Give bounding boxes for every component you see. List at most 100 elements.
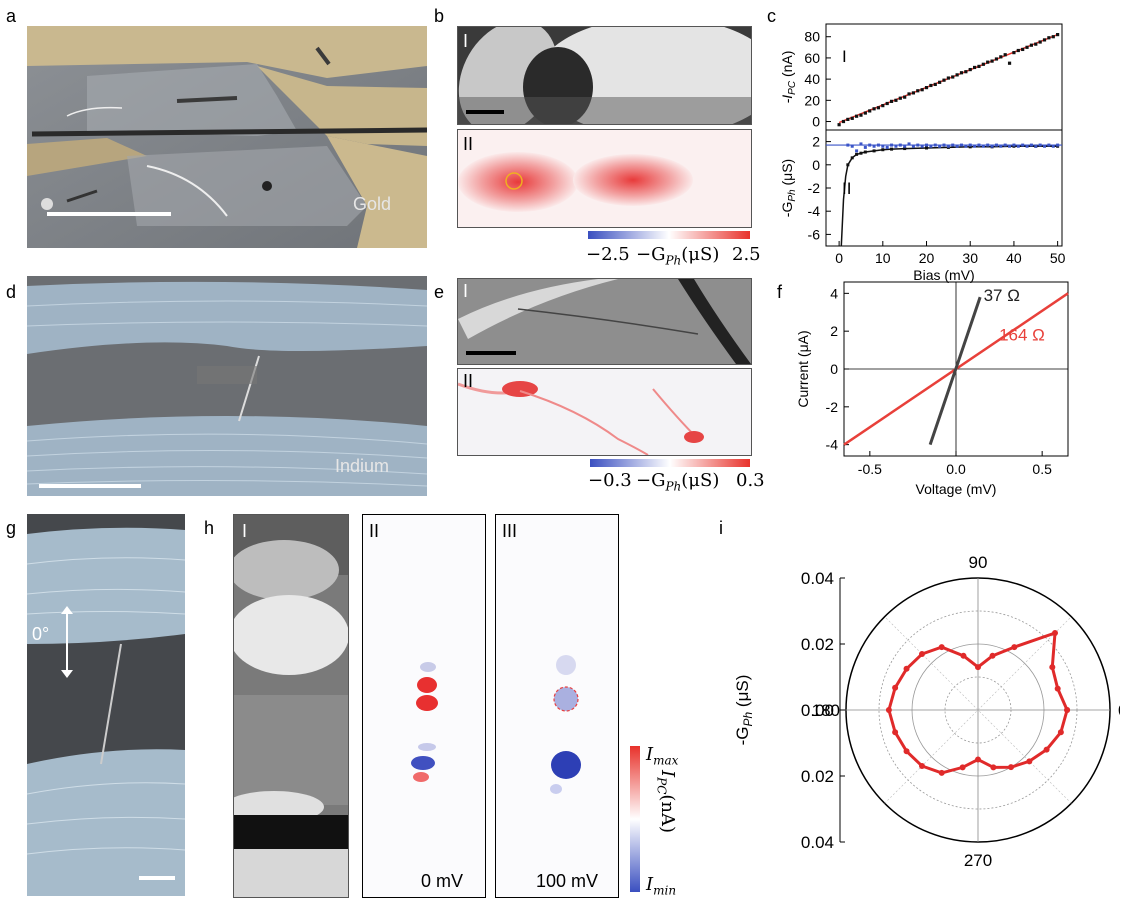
data-point-blue [898,143,902,147]
data-point [1051,35,1055,39]
polar-data-point [1057,729,1064,736]
data-point [999,55,1003,59]
data-point [1047,36,1051,40]
polar-data-point [938,644,945,651]
data-point-black [846,163,850,167]
data-point-black [850,156,854,160]
radial-tick-label: 0.04 [801,833,834,852]
polar-data-point [1008,764,1014,771]
data-point-blue [894,144,898,148]
bias-label-0mV: 0 mV [421,871,464,891]
material-label-indium: Indium [335,456,390,476]
data-point-blue [994,143,998,147]
data-point-blue [968,143,972,147]
x-tick-label: 20 [919,250,935,266]
colorbar-e-title: −GPh(μS) [636,470,720,494]
y-axis-label-c-I: -IPC (nA) [779,51,798,104]
data-point [1021,47,1025,52]
radial-tick-label: 0.04 [801,569,834,588]
x-tick-label: 10 [875,250,891,266]
panel-label-b: b [434,6,445,26]
data-point [881,104,885,108]
photoconductance-map-b: II [457,129,752,228]
sub-label-c-II: II [842,179,851,198]
data-point-black [890,147,894,151]
colorbar-b-max: 2.5 [732,244,761,265]
data-point [1016,48,1020,53]
y-tick-label: 0 [812,157,820,173]
polar-data-point [1052,629,1059,636]
colorbar-h [630,746,640,892]
data-point [1038,40,1042,44]
polar-data-point [1043,746,1050,753]
data-point [955,73,959,77]
black-fit-curve [840,145,1058,247]
chart-i: 90 0 270 180 0.04 0.02 0.00 0.02 0.04 -GPh (μS) [733,553,1120,870]
plot-frame [825,23,1063,247]
data-point-blue [964,144,968,148]
data-point [924,86,929,90]
colorbar-e-min: −0.3 [588,470,632,491]
x-tick-label: -0.5 [858,461,882,477]
data-point-blue [973,144,977,148]
polar-data-point [892,684,899,691]
data-point-blue [951,143,955,147]
colorbar-h-title: IPC(nA) [654,770,678,834]
data-point-blue [946,144,950,148]
scale-bar [139,876,175,880]
data-point [1003,53,1007,57]
panel-label-d: d [6,282,17,302]
data-point [859,113,863,117]
data-point [889,99,894,103]
polar-data-point [959,764,966,771]
data-point-blue [955,144,959,148]
polar-data-point [1011,644,1018,651]
polar-data-point [975,664,981,671]
data-point-blue [929,144,933,148]
data-point-blue [933,143,937,147]
sub-label-e-I: I [463,281,469,301]
polar-data-point [989,652,996,659]
sem-image-indium-device: Indium [27,276,427,496]
series-label-37-ohm: 37 Ω [984,286,1020,305]
data-point [868,109,872,113]
reflection-map-b: I [457,26,752,125]
data-point [946,76,950,80]
data-point-blue [911,144,915,148]
sub-label-c-I: I [842,47,847,66]
sub-label-b-II: II [463,134,474,154]
series-label-164-ohm: 164 Ω [999,326,1045,345]
reflection-map-e: I [457,278,752,365]
photoconductance-map-e-svg [458,369,751,455]
scale-bar [47,212,171,216]
data-point-blue [1012,143,1016,147]
data-point [981,62,985,66]
data-point-blue [1029,143,1033,147]
scale-bar [39,484,141,488]
x-tick-label: 30 [962,250,978,266]
colorbar-b [588,231,750,239]
data-point [968,67,972,72]
data-point-blue [1016,144,1020,148]
data-point-blue [938,144,942,148]
data-point [916,89,920,93]
sub-label-h-II: II [369,521,380,541]
data-point [872,107,876,111]
colorbar-h-min: Imin [646,874,677,898]
panel-label-i: i [719,518,723,538]
angle-label-0: 0 [1118,701,1120,720]
angle-label-180: 180 [812,701,840,720]
sem-gold-svg [27,26,427,248]
data-point-blue [1056,143,1060,147]
y-tick-label: 40 [804,71,820,87]
y-tick-label: 60 [804,50,820,66]
data-point [1025,45,1029,49]
data-point-blue [920,144,924,148]
data-point [933,82,937,87]
data-point [1029,43,1034,47]
data-point [850,116,854,120]
data-point-blue [1008,144,1012,148]
y-tick-label: 4 [830,285,838,301]
data-point-blue [942,143,946,147]
colorbar-b-title: −GPh(μS) [636,244,720,268]
